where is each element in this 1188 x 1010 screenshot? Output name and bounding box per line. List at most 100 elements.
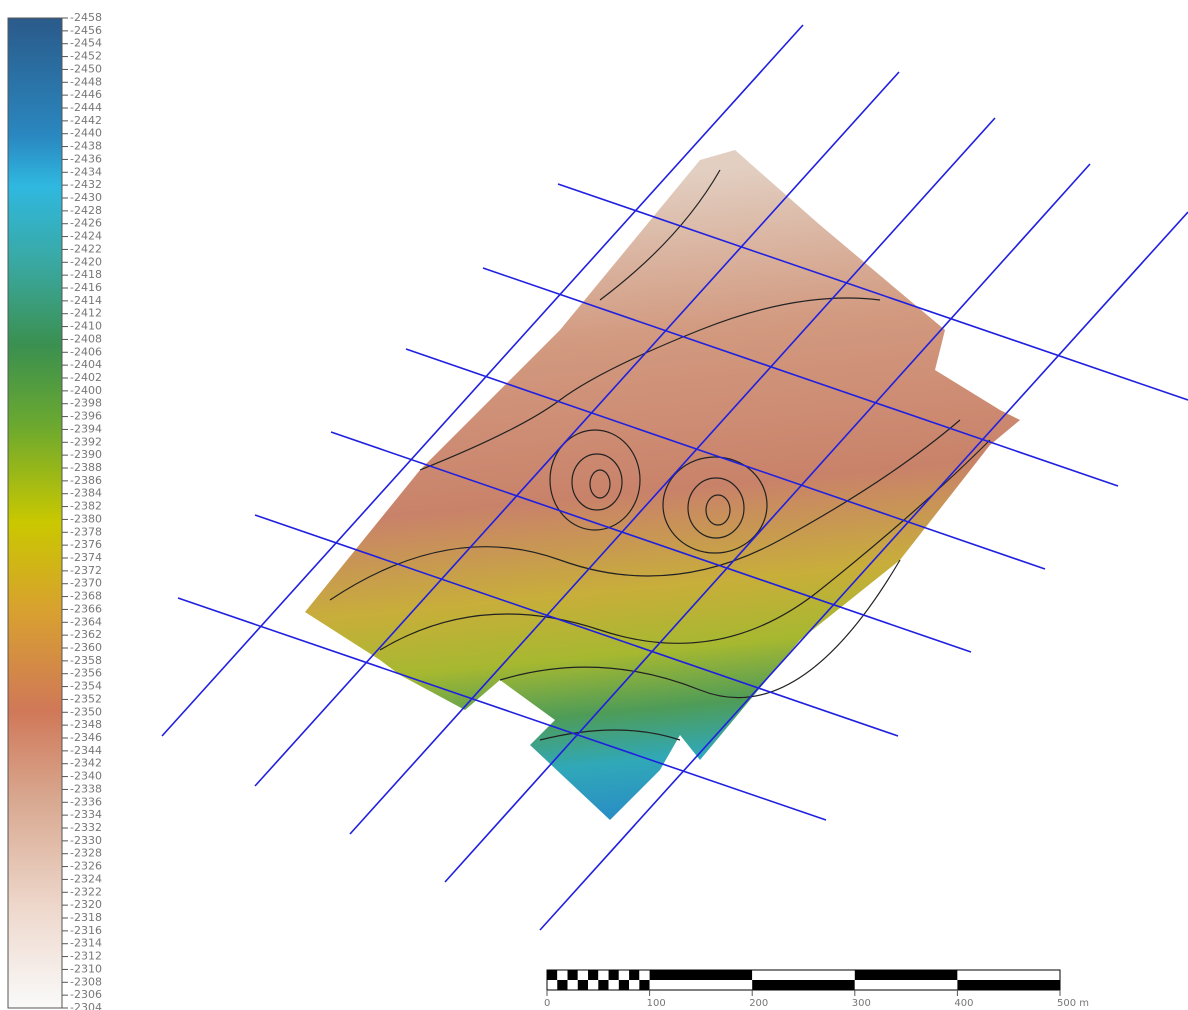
colorbar-tick-label: -2404	[70, 358, 102, 371]
colorbar-tick-label: -2458	[70, 11, 102, 24]
colorbar-tick-label: -2384	[70, 487, 102, 500]
colorbar-tick-label: -2332	[70, 821, 102, 834]
scale-segment	[752, 970, 855, 980]
colorbar-tick-label: -2374	[70, 551, 102, 564]
scale-cell	[547, 980, 558, 990]
colorbar-tick-label: -2358	[70, 654, 102, 667]
scale-cell	[567, 970, 578, 980]
colorbar-tick-label: -2412	[70, 307, 102, 320]
scale-cell	[618, 980, 630, 990]
scale-cell	[557, 970, 568, 980]
scale-cell	[608, 980, 619, 990]
colorbar-tick-label: -2430	[70, 191, 102, 204]
colorbar-tick-label: -2388	[70, 461, 102, 474]
scale-tick-label: 300	[852, 998, 871, 1009]
colorbar-tick-label: -2356	[70, 667, 102, 680]
scale-cell	[618, 970, 630, 980]
colorbar-tick-label: -2428	[70, 204, 102, 217]
colorbar-tick-label: -2390	[70, 448, 102, 461]
colorbar-tick-label: -2378	[70, 525, 102, 538]
colorbar-tick-label: -2442	[70, 114, 102, 127]
contours	[329, 169, 991, 741]
colorbar-tick-label: -2424	[70, 230, 102, 243]
colorbar-tick-label: -2444	[70, 101, 102, 114]
scale-cell	[557, 980, 568, 990]
scale-cell	[598, 970, 609, 980]
bathymetry-surface	[305, 150, 1020, 820]
colorbar-tick-label: -2376	[70, 538, 102, 551]
colorbar-tick-label: -2406	[70, 345, 102, 358]
colorbar-tick-label: -2320	[70, 898, 102, 911]
scale-segment	[957, 970, 1060, 980]
colorbar-tick-label: -2350	[70, 705, 102, 718]
colorbar-tick-label: -2362	[70, 628, 102, 641]
scale-tick-label: 200	[749, 998, 768, 1009]
survey-lines	[161, 24, 1188, 931]
colorbar-tick-label: -2354	[70, 680, 102, 693]
colorbar-tick-label: -2440	[70, 127, 102, 140]
colorbar-tick-label: -2322	[70, 885, 102, 898]
colorbar-tick-label: -2368	[70, 590, 102, 603]
colorbar-tick-label: -2408	[70, 332, 102, 345]
colorbar-tick-label: -2316	[70, 924, 102, 937]
colorbar-tick-label: -2402	[70, 371, 102, 384]
colorbar-tick-label: -2366	[70, 602, 102, 615]
colorbar-tick-label: -2336	[70, 795, 102, 808]
colorbar-tick-label: -2422	[70, 242, 102, 255]
colorbar-tick-label: -2448	[70, 75, 102, 88]
scale-tick-label: 400	[954, 998, 973, 1009]
scale-cell	[639, 970, 650, 980]
colorbar-tick-label: -2342	[70, 757, 102, 770]
colorbar-tick-label: -2400	[70, 384, 102, 397]
scale-cell	[629, 980, 640, 990]
colorbar-tick-label: -2348	[70, 718, 102, 731]
colorbar-tick-label: -2438	[70, 140, 102, 153]
colorbar-tick-label: -2410	[70, 320, 102, 333]
colorbar-tick-label: -2326	[70, 860, 102, 873]
scale-cell	[588, 970, 599, 980]
colorbar	[7, 17, 63, 1009]
scale-segment	[957, 980, 1060, 990]
colorbar-tick-label: -2414	[70, 294, 102, 307]
colorbar-tick-label: -2456	[70, 24, 102, 37]
scale-segment	[854, 970, 958, 980]
colorbar-tick-label: -2310	[70, 962, 102, 975]
colorbar-tick-label: -2432	[70, 178, 102, 191]
colorbar-tick-label: -2324	[70, 872, 102, 885]
colorbar-tick-label: -2436	[70, 152, 102, 165]
scale-cell	[547, 970, 558, 980]
colorbar-tick-label: -2344	[70, 744, 102, 757]
colorbar-tick-label: -2372	[70, 564, 102, 577]
colorbar-tick-label: -2304	[70, 1001, 102, 1010]
scale-cell	[577, 980, 589, 990]
colorbar-tick-label: -2306	[70, 988, 102, 1001]
scale-cell	[577, 970, 589, 980]
scale-segment	[649, 980, 753, 990]
colorbar-tick-label: -2338	[70, 782, 102, 795]
scale-segment	[752, 980, 855, 990]
scale-segment	[854, 980, 958, 990]
scale-tick-label: 100	[647, 998, 666, 1009]
colorbar-tick-label: -2452	[70, 50, 102, 63]
colorbar-tick-label: -2360	[70, 641, 102, 654]
colorbar-tick-label: -2334	[70, 808, 102, 821]
scale-cell	[598, 980, 609, 990]
colorbar-tick-label: -2454	[70, 37, 102, 50]
colorbar-tick-label: -2450	[70, 62, 102, 75]
colorbar-tick-label: -2352	[70, 692, 102, 705]
colorbar-tick-label: -2420	[70, 255, 102, 268]
colorbar-tick-label: -2416	[70, 281, 102, 294]
scale-cell	[629, 970, 640, 980]
scale-tick-label: 0	[544, 998, 550, 1009]
colorbar-tick-label: -2398	[70, 397, 102, 410]
scale-cell	[588, 980, 599, 990]
colorbar-tick-label: -2364	[70, 615, 102, 628]
colorbar-tick-label: -2346	[70, 731, 102, 744]
colorbar-tick-label: -2340	[70, 770, 102, 783]
scale-segment	[649, 970, 753, 980]
colorbar-tick-label: -2394	[70, 422, 102, 435]
colorbar-tick-label: -2370	[70, 577, 102, 590]
colorbar-tick-label: -2328	[70, 847, 102, 860]
